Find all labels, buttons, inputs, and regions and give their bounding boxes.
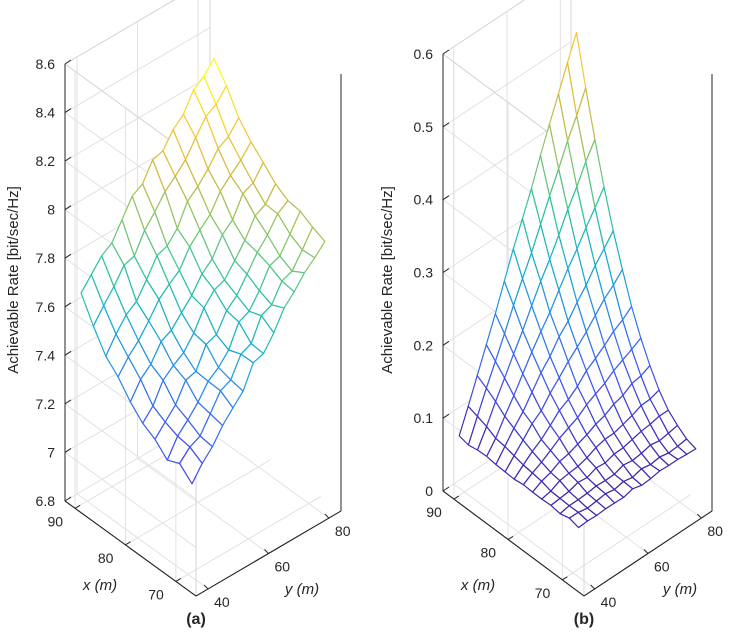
x-axis-edge (64, 500, 197, 597)
x-axis-edge (442, 490, 585, 597)
z-tick-label: 0.5 (414, 119, 434, 135)
z-tick-label: 8.6 (36, 56, 56, 72)
y-tick-mark (696, 513, 702, 519)
z-tick-mark (64, 253, 72, 259)
y-tick-mark (264, 549, 269, 554)
surface (458, 31, 697, 529)
box-edge (64, 0, 176, 65)
x-tick-mark (562, 576, 568, 581)
z-tick-label: 7.4 (36, 347, 56, 363)
y-floor-gridline (137, 458, 269, 554)
z-tick-label: 7 (47, 444, 55, 460)
y-tick-mark (203, 584, 209, 590)
z-tick-mark (442, 340, 450, 346)
z-tick-mark (442, 49, 450, 55)
surface-cell (568, 511, 589, 529)
y-tick-mark (324, 513, 330, 519)
z-tick-label: 8 (47, 202, 55, 218)
z-tick-label: 8.4 (36, 105, 56, 121)
x-axis-label: x (m) (460, 577, 495, 594)
z-tick-mark (442, 268, 450, 273)
z-tick-mark (64, 205, 72, 211)
panel-a: 6.8 7 7.2 7.4 7.6 7.8 8 8.2 8.4 8.6 70 80 90 40 60 80 x … (5, 0, 351, 628)
z-tick-mark (64, 59, 72, 65)
y-tick-label: 60 (654, 559, 670, 575)
z-tick-label: 6.8 (36, 493, 56, 509)
z-tick-mark (442, 195, 450, 201)
y-axis-label: y (m) (662, 581, 697, 598)
z-axis-label: Achievable Rate [bit/sec/Hz] (5, 186, 22, 374)
panel-b: 0 0.1 0.2 0.3 0.4 0.5 0.6 70 80 90 40 60 80 x (m) y (m… (379, 0, 723, 628)
panel-caption: (a) (186, 611, 206, 628)
z-tick-mark (442, 413, 450, 419)
y-floor-gridline (453, 483, 595, 590)
x-tick-label: 70 (148, 586, 164, 602)
y-tick-mark (643, 549, 649, 554)
z-tick-label: 0.6 (414, 46, 434, 62)
x-tick-mark (453, 495, 460, 500)
z-tick-mark (64, 302, 72, 308)
z-tick-mark (442, 122, 450, 128)
surface-cell (179, 446, 203, 485)
z-tick-mark (64, 156, 72, 162)
z-tick-mark (64, 399, 72, 405)
x-tick-mark (507, 536, 514, 540)
x-tick-mark (74, 504, 81, 509)
z-tick-mark (64, 350, 72, 356)
y-tick-label: 80 (707, 523, 723, 539)
surface (80, 57, 326, 485)
z-tick-mark (64, 448, 72, 453)
z-axis-label: Achievable Rate [bit/sec/Hz] (379, 186, 396, 374)
z-tick-mark (64, 496, 72, 502)
z-tick-label: 0.3 (414, 265, 434, 281)
z-tick-label: 0.4 (414, 192, 434, 208)
x-tick-label: 80 (98, 550, 114, 566)
y-tick-label: 60 (275, 559, 291, 575)
z-tick-label: 8.2 (36, 153, 56, 169)
x-tick-label: 90 (426, 504, 442, 520)
x-tick-mark (125, 541, 131, 546)
z-tick-label: 0.2 (414, 337, 434, 353)
y-tick-label: 40 (601, 594, 617, 610)
x-axis-label: x (m) (82, 577, 117, 594)
z-tick-label: 7.6 (36, 299, 56, 315)
panel-caption: (b) (574, 611, 594, 628)
y-axis-label: y (m) (284, 581, 319, 598)
z-tick-label: 7.8 (36, 250, 56, 266)
y-tick-label: 40 (214, 594, 230, 610)
z-tick-mark (442, 486, 450, 492)
y-tick-mark (590, 584, 596, 590)
x-tick-mark (175, 577, 182, 582)
z-tick-label: 0 (425, 483, 433, 499)
z-tick-label: 0.1 (414, 410, 434, 426)
x-tick-label: 90 (47, 513, 63, 529)
z-tick-label: 7.2 (36, 396, 56, 412)
y-floor-gridline (197, 422, 330, 519)
x-tick-label: 80 (480, 544, 496, 560)
z-tick-mark (64, 108, 72, 113)
y-floor-gridline (76, 493, 209, 590)
y-tick-label: 80 (335, 523, 351, 539)
box-edge (442, 0, 526, 55)
x-tick-label: 70 (535, 585, 551, 601)
